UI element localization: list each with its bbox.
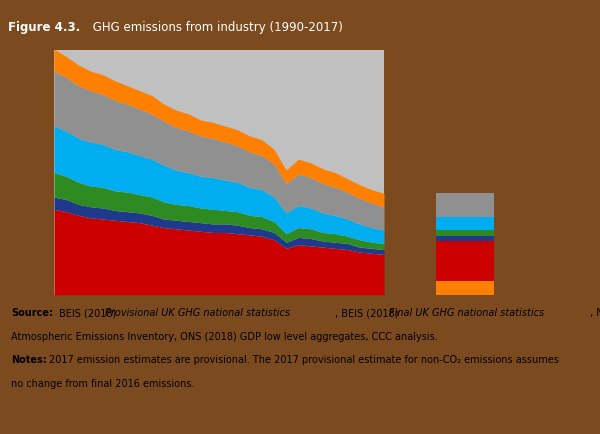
- Bar: [436, 237, 494, 241]
- Bar: [436, 241, 494, 282]
- Bar: [436, 282, 494, 295]
- Text: GHG emissions from industry (1990-2017): GHG emissions from industry (1990-2017): [89, 21, 343, 34]
- Text: Atmospheric Emissions Inventory, ONS (2018) GDP low level aggregates, CCC analys: Atmospheric Emissions Inventory, ONS (20…: [11, 331, 437, 341]
- Text: Final UK GHG national statistics: Final UK GHG national statistics: [389, 308, 544, 318]
- Text: no change from final 2016 emissions.: no change from final 2016 emissions.: [11, 378, 194, 388]
- Text: Provisional UK GHG national statistics: Provisional UK GHG national statistics: [105, 308, 290, 318]
- Text: BEIS (2018): BEIS (2018): [59, 308, 119, 318]
- Text: Notes:: Notes:: [11, 355, 47, 365]
- Bar: [436, 194, 494, 217]
- Text: , BEIS (2018): , BEIS (2018): [335, 308, 401, 318]
- Text: , National: , National: [590, 308, 600, 318]
- Bar: [436, 230, 494, 237]
- Text: 2017 emission estimates are provisional. The 2017 provisional estimate for non-C: 2017 emission estimates are provisional.…: [49, 355, 559, 365]
- Text: Source:: Source:: [11, 308, 53, 318]
- Text: Figure 4.3.: Figure 4.3.: [8, 21, 80, 34]
- Bar: [436, 217, 494, 230]
